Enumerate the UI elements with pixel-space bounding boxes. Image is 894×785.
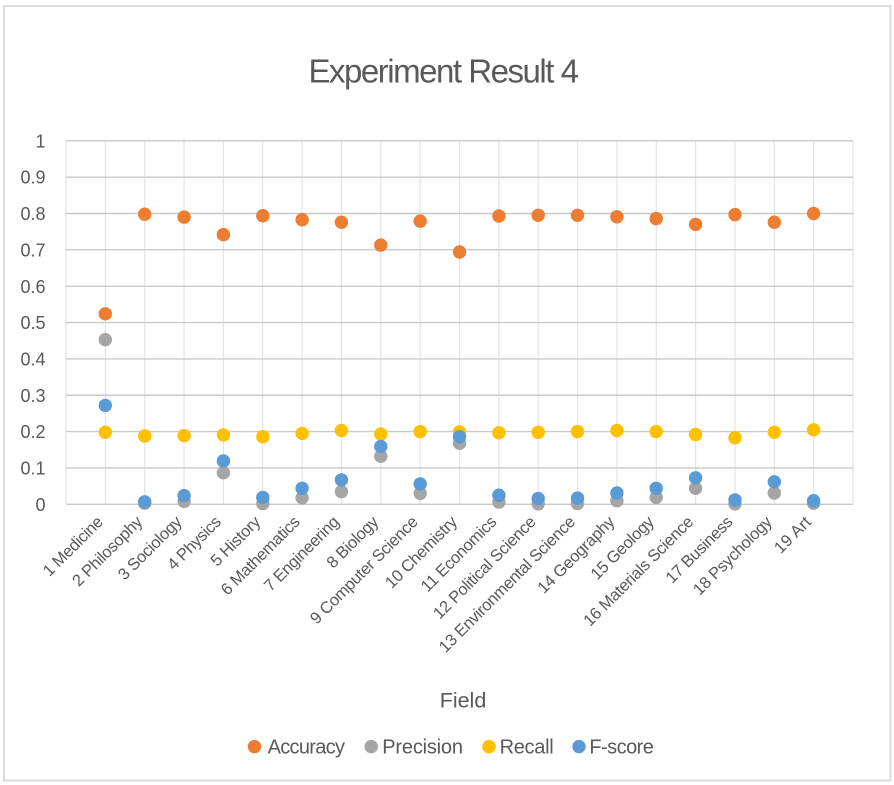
svg-text:F-score: F-score: [589, 737, 653, 759]
svg-text:0.7: 0.7: [20, 241, 45, 261]
svg-text:0.3: 0.3: [20, 386, 45, 406]
svg-text:1: 1: [35, 131, 45, 151]
svg-text:Recall: Recall: [500, 737, 554, 759]
svg-text:0.5: 0.5: [20, 313, 45, 333]
svg-text:Field: Field: [440, 689, 487, 713]
svg-text:0.4: 0.4: [20, 350, 45, 370]
svg-text:0.8: 0.8: [20, 204, 45, 224]
svg-text:Precision: Precision: [382, 737, 462, 759]
svg-text:0.6: 0.6: [20, 277, 45, 297]
svg-text:Experiment Result 4: Experiment Result 4: [308, 52, 579, 89]
svg-text:0: 0: [35, 495, 45, 515]
svg-text:0.1: 0.1: [20, 459, 45, 479]
svg-text:0.9: 0.9: [20, 168, 45, 188]
svg-text:Accuracy: Accuracy: [268, 737, 345, 759]
svg-text:0.2: 0.2: [20, 422, 45, 442]
